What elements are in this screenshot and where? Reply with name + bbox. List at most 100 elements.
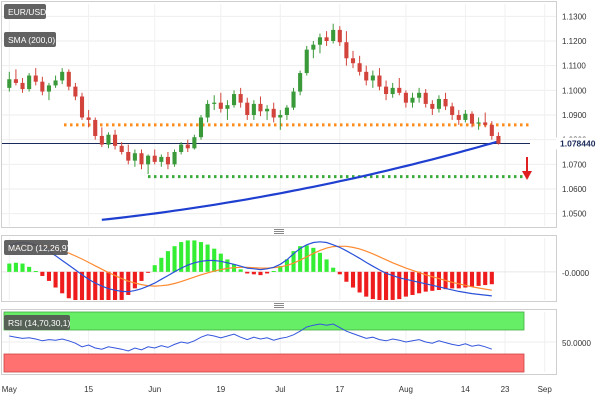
- y-tick-label: 1.1000: [562, 86, 587, 95]
- candle-body: [350, 58, 356, 64]
- macd-histogram-bar: [146, 271, 151, 273]
- macd-histogram-bar: [410, 271, 415, 295]
- candle-body: [79, 96, 85, 118]
- rsi-mid-tick: 50.0000: [562, 339, 591, 348]
- macd-histogram-bar: [139, 271, 144, 281]
- macd-histogram-bar: [390, 271, 395, 300]
- candle-body: [231, 94, 237, 106]
- macd-histogram-bar: [436, 271, 441, 291]
- candle-body: [357, 63, 362, 72]
- candle-body: [397, 87, 402, 93]
- candle-body: [483, 122, 488, 125]
- macd-histogram-bar: [66, 271, 71, 299]
- macd-histogram-bar: [357, 271, 362, 293]
- macd-histogram-bar: [278, 266, 283, 272]
- macd-histogram-bar: [337, 271, 342, 275]
- macd-histogram-bar: [73, 271, 78, 300]
- macd-label: MACD (12,26,9): [8, 243, 70, 253]
- candle-body: [126, 152, 131, 161]
- macd-histogram-bar: [463, 271, 468, 288]
- candle-body: [113, 134, 118, 146]
- macd-histogram-bar: [304, 245, 309, 272]
- candle-body: [225, 105, 230, 109]
- macd-histogram-bar: [172, 246, 177, 272]
- macd-histogram-bar: [384, 271, 389, 300]
- candle-body: [40, 81, 45, 92]
- candle-body: [205, 103, 210, 118]
- current-price-label: 1.078440: [560, 139, 596, 149]
- macd-histogram-bar: [456, 271, 461, 289]
- x-tick-label: 15: [84, 385, 93, 394]
- candle-body: [119, 145, 124, 152]
- macd-histogram-bar: [93, 271, 98, 300]
- y-tick-label: 1.0900: [562, 111, 587, 120]
- candle-body: [159, 156, 164, 162]
- macd-histogram-bar: [53, 271, 58, 288]
- candle-body: [179, 144, 184, 152]
- symbol-label-box[interactable]: EUR/USD: [4, 4, 46, 19]
- candle-body: [152, 155, 157, 162]
- candle-body: [436, 98, 441, 109]
- candle-body: [489, 124, 494, 136]
- macd-line: [9, 241, 492, 297]
- macd-histogram-bar: [126, 271, 131, 295]
- sma-label-box[interactable]: SMA (200,0): [4, 32, 56, 47]
- x-tick-label: Jun: [148, 385, 161, 394]
- rsi-label-box[interactable]: RSI (14,70,30,1): [4, 315, 71, 330]
- candle-body: [265, 108, 270, 112]
- macd-histogram-bar: [291, 251, 296, 272]
- macd-histogram-bar: [33, 270, 38, 272]
- candle-body: [60, 71, 65, 81]
- macd-histogram-bar: [397, 271, 402, 300]
- candle-body: [192, 137, 197, 149]
- macd-histogram-bar: [403, 271, 408, 297]
- candle-body: [139, 153, 144, 165]
- candle-body: [469, 113, 475, 124]
- candle-body: [198, 117, 204, 138]
- macd-histogram-bar: [364, 271, 369, 297]
- rsi-oversold-zone: [3, 353, 525, 373]
- x-tick-label: 14: [461, 385, 470, 394]
- candle-body: [390, 87, 395, 95]
- macd-histogram-bar: [258, 271, 263, 276]
- candle-body: [251, 103, 256, 115]
- candle-body: [245, 102, 250, 115]
- macd-histogram-bar: [423, 271, 428, 292]
- candle-body: [298, 73, 303, 92]
- candle-body: [218, 102, 223, 109]
- candle-body: [13, 79, 18, 83]
- candle-body: [496, 135, 501, 144]
- y-tick-label: 1.1100: [562, 62, 586, 71]
- sma-200-line: [101, 140, 499, 221]
- macd-histogram-bar: [489, 271, 494, 285]
- macd-histogram-bar: [476, 271, 481, 286]
- candle-body: [238, 94, 243, 103]
- macd-histogram-bar: [430, 271, 435, 291]
- candle-body: [456, 115, 461, 120]
- macd-histogram-bar: [331, 267, 336, 272]
- rsi-overbought-zone: [3, 311, 525, 331]
- macd-histogram-bar: [377, 271, 382, 300]
- macd-zero-tick: -0.0000: [562, 269, 590, 278]
- macd-histogram-bar: [132, 271, 137, 289]
- candle-body: [317, 37, 323, 45]
- candle-body: [53, 80, 58, 86]
- candle-body: [132, 153, 137, 161]
- macd-histogram-bar: [198, 242, 204, 272]
- macd-histogram-bar: [165, 251, 170, 272]
- candle-body: [337, 29, 342, 43]
- macd-histogram-bar: [450, 271, 455, 289]
- candle-body: [403, 92, 408, 103]
- candle-body: [463, 113, 468, 120]
- macd-label-box[interactable]: MACD (12,26,9): [4, 240, 70, 255]
- candle-body: [86, 117, 91, 120]
- macd-histogram-bar: [79, 271, 85, 300]
- candle-body: [258, 103, 263, 112]
- panel-resize-handle[interactable]: [274, 303, 284, 308]
- macd-histogram-bar: [344, 271, 349, 282]
- x-tick-label: Aug: [399, 385, 413, 394]
- macd-histogram-bar: [113, 271, 118, 300]
- macd-histogram-bar: [7, 263, 12, 272]
- panel-resize-handle[interactable]: [274, 229, 284, 234]
- candle-body: [384, 86, 389, 95]
